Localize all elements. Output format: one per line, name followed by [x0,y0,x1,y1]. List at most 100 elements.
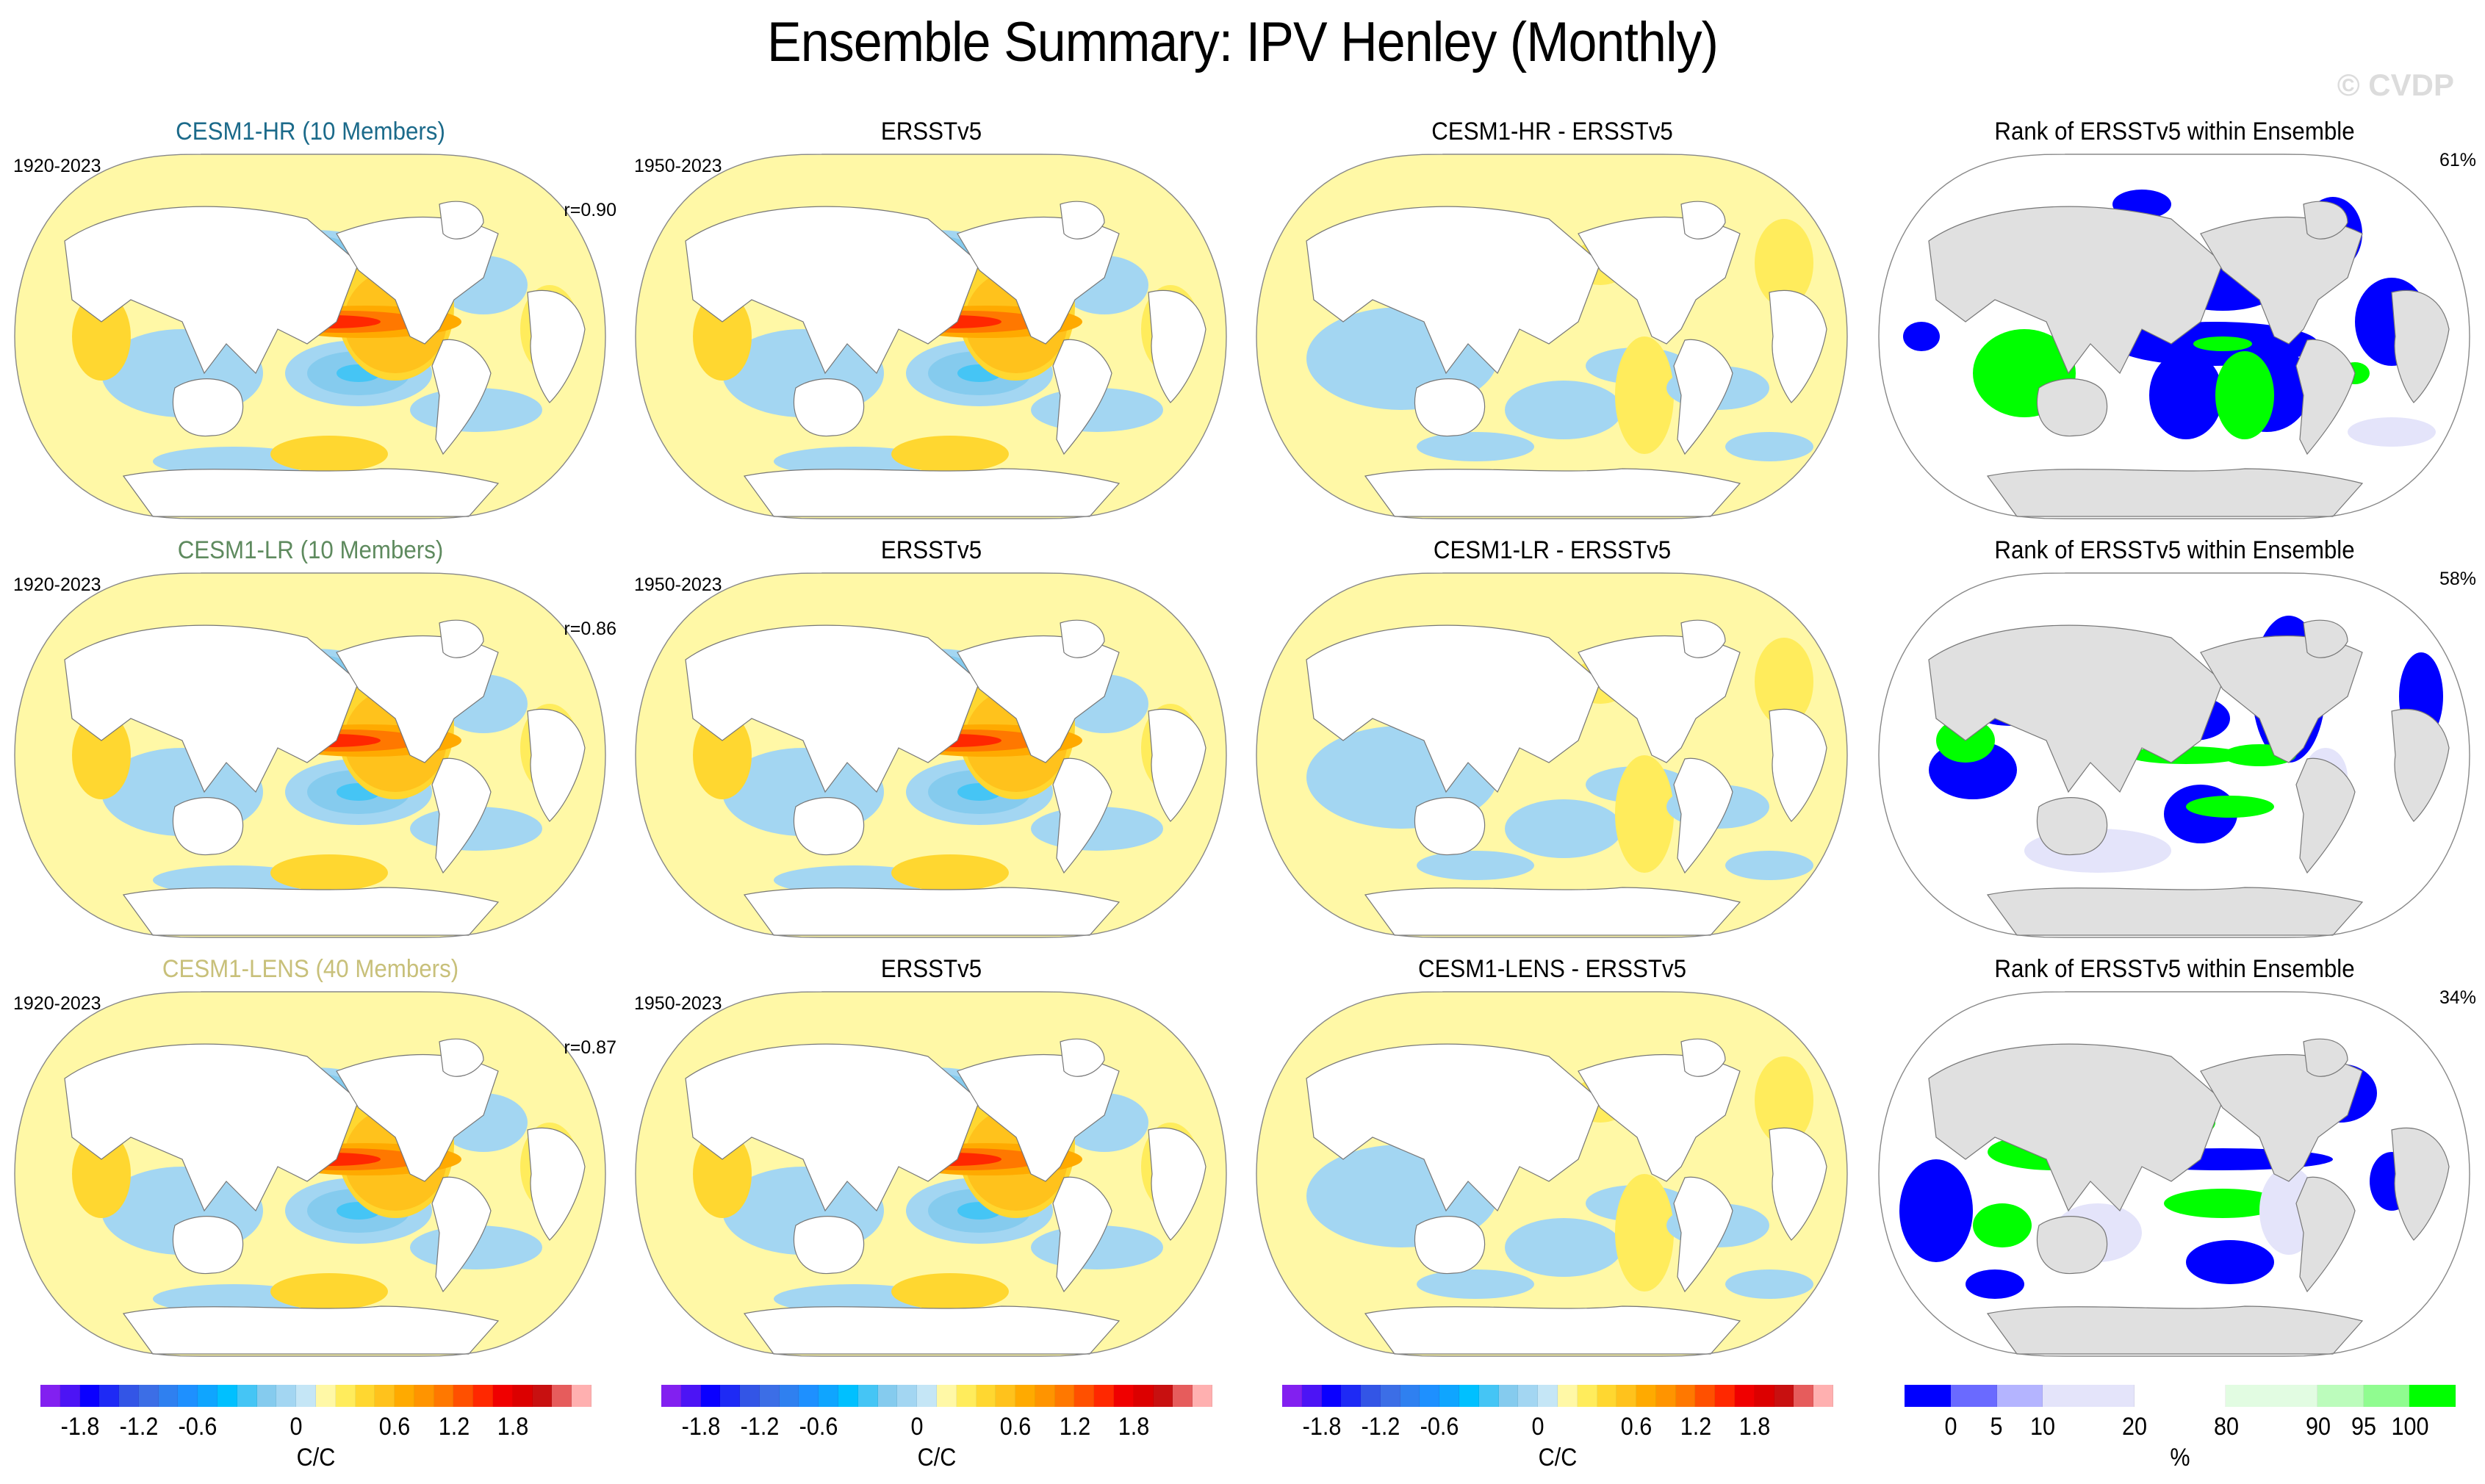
colorbar-swatch [1361,1385,1381,1407]
colorbar-tick-label: 0.6 [1620,1413,1653,1441]
continent-outline [439,1038,484,1077]
continent-outline [172,797,244,856]
map-panel-rank: Rank of ERSSTv5 within Ensemble 61% [1864,118,2485,536]
continent-outline [1052,1176,1112,1293]
rank-region [1903,322,1940,351]
colorbar-tick-label: 5 [1990,1413,2003,1441]
colorbar-swatch [1813,1385,1833,1407]
colorbar-swatch [1478,1385,1499,1407]
rank-region [1966,1269,2024,1299]
map-anomaly-region [1725,1269,1813,1299]
colorbar-swatch [1400,1385,1420,1407]
panel-title: CESM1-LENS (40 Members) [162,955,459,983]
map-panel-obs: ERSSTv5 1950-2023 [621,955,1242,1374]
colorbar-tick-label: -0.6 [799,1413,838,1441]
continent-outline [685,624,980,793]
colorbar-swatch [779,1385,799,1407]
colorbar-swatch [40,1385,60,1407]
map-anomaly-region [1505,1218,1622,1277]
colorbar-swatch [996,1385,1016,1407]
panel-title: Rank of ERSSTv5 within Ensemble [1994,536,2355,564]
map-anomaly-region [72,1130,131,1218]
colorbar-swatch [1035,1385,1055,1407]
continent-outline [2303,619,2348,658]
colorbar-swatch [2363,1385,2410,1407]
colorbar-swatch [138,1385,159,1407]
colorbar-swatch [1015,1385,1035,1407]
colorbar-swatch [1996,1385,2043,1407]
colorbar-swatch [877,1385,898,1407]
colorbar-swatch [917,1385,937,1407]
colorbar-swatch [1655,1385,1676,1407]
rank-percent-label: 34% [2439,987,2476,1008]
continent-outline [743,1305,1121,1355]
colorbar-swatch [2134,1385,2226,1407]
colorbar-swatch [759,1385,780,1407]
rank-region [2186,796,2274,818]
colorbar-swatch [819,1385,839,1407]
continent-outline [64,624,359,793]
colorbar-tick-label: 10 [2029,1413,2055,1441]
continent-outline [1060,1038,1105,1077]
continent-outline [2036,1216,2108,1275]
panel-title: CESM1-LR (10 Members) [177,536,444,564]
map-anomaly-region [1615,755,1674,873]
colorbar-swatch [178,1385,198,1407]
continent-outline [2303,201,2348,239]
colorbar-sst-1: -1.8 -1.2 -0.6 0 0.6 1.2 1.8 C/C [40,1385,591,1472]
colorbar-swatch [1734,1385,1755,1407]
colorbar-swatch [1153,1385,1173,1407]
continent-outline [2295,339,2356,455]
continent-outline [527,708,586,822]
continent-outline [1769,1127,1827,1241]
map-border [1878,991,2470,1357]
colorbar-swatch [1905,1385,1951,1407]
colorbar-swatch [335,1385,356,1407]
continent-outline [1680,619,1726,658]
continent-outline [1364,1305,1741,1355]
colorbar-swatch [1695,1385,1716,1407]
continent-outline [1306,624,1601,793]
colorbar-swatch [158,1385,179,1407]
colorbar-swatch [552,1385,572,1407]
continent-outline [2391,708,2450,822]
continent-outline [1306,206,1601,375]
colorbar-swatch [1518,1385,1539,1407]
colorbar-swatch [1715,1385,1735,1407]
continent-outline [1680,1038,1726,1077]
cvdp-watermark: © CVDP [2337,68,2454,102]
colorbar-tick-label: -1.8 [1302,1413,1341,1441]
colorbar-swatch [1675,1385,1696,1407]
rank-map [1878,991,2470,1357]
pattern-correlation-label: r=0.90 [564,200,616,220]
map-anomaly-region [1755,638,1813,726]
map-anomaly-region [1725,851,1813,880]
continent-outline [1673,757,1733,874]
map-anomaly-region [891,1273,1009,1310]
colorbar-unit-label: % [2170,1444,2190,1472]
map-border [14,154,606,519]
period-label: 1920-2023 [13,574,101,595]
colorbar-rank: 0 5 10 20 80 90 95 100% [1905,1385,2456,1472]
sst-pattern-map [1256,154,1848,519]
rank-region [2164,1189,2281,1218]
colorbar-swatch [532,1385,553,1407]
panel-title: Rank of ERSSTv5 within Ensemble [1994,955,2355,983]
continent-outline [1060,201,1105,239]
continent-outline [743,468,1121,517]
continent-outline [1769,708,1827,822]
map-anomaly-region [1755,219,1813,307]
rank-map [1878,572,2470,938]
colorbar-tick-label: -1.2 [740,1413,780,1441]
map-border [635,572,1227,938]
colorbar-swatch [936,1385,957,1407]
colorbar-tick-label: 0 [1531,1413,1544,1441]
continent-outline [793,378,865,437]
rank-region [2149,351,2223,439]
continent-outline [122,887,500,936]
colorbar-swatch [740,1385,760,1407]
colorbar-swatch [355,1385,375,1407]
sst-pattern-map [1256,991,1848,1357]
sst-pattern-map [1256,572,1848,938]
continent-outline [1673,339,1733,455]
